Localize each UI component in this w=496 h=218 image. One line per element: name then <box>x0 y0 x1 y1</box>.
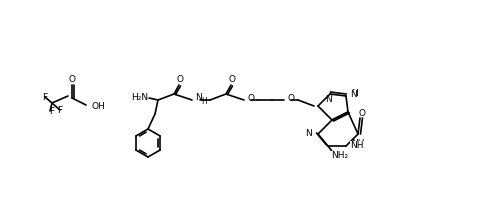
Text: O: O <box>68 75 75 85</box>
Text: NH: NH <box>351 140 365 148</box>
Text: N: N <box>350 90 357 99</box>
Text: F: F <box>50 107 55 116</box>
Text: F: F <box>58 107 62 116</box>
Text: N: N <box>324 95 331 104</box>
Text: NH: NH <box>350 141 364 150</box>
Text: F: F <box>43 94 48 102</box>
Text: O: O <box>287 94 294 104</box>
Text: O: O <box>359 109 366 119</box>
Text: NH₂: NH₂ <box>330 152 347 160</box>
Text: O: O <box>229 75 236 85</box>
Text: H: H <box>201 97 207 106</box>
Text: N: N <box>195 94 202 102</box>
Text: O: O <box>177 75 184 85</box>
Text: OH: OH <box>92 102 106 111</box>
Text: O: O <box>247 94 254 104</box>
Text: N: N <box>305 129 312 138</box>
Text: NH₂: NH₂ <box>331 152 348 160</box>
Text: N: N <box>351 90 358 99</box>
Text: NH: NH <box>351 140 365 150</box>
Text: H₂N: H₂N <box>131 94 148 102</box>
